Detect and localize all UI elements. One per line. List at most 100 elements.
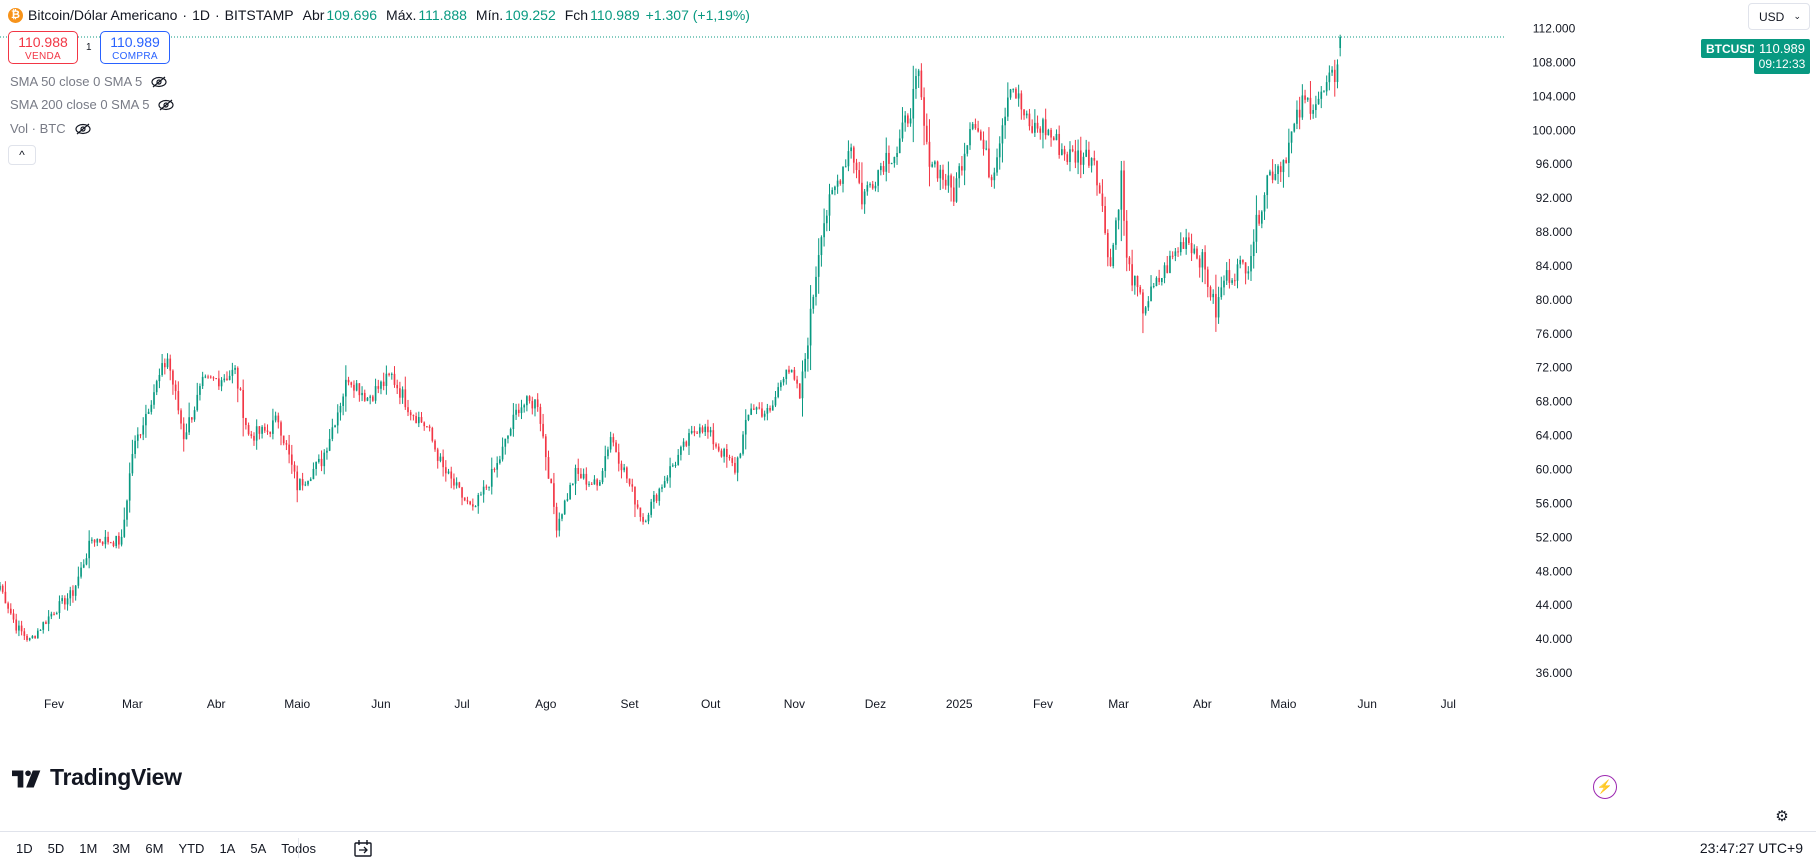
- candle-body: [1101, 193, 1104, 206]
- candle-body: [215, 378, 217, 380]
- lightning-button[interactable]: ⚡: [1593, 775, 1617, 799]
- candle-body: [331, 427, 334, 439]
- range-3m-button[interactable]: 3M: [112, 841, 131, 856]
- candle-body: [1023, 109, 1025, 116]
- date-range-icon[interactable]: [352, 839, 374, 859]
- time-axis[interactable]: Fev Mar Abr Maio Jun Jul Ago Set Out Nov Dez 2025 Fe…: [44, 697, 1456, 711]
- time-tick-label: Abr: [1193, 697, 1212, 711]
- candle-body: [693, 430, 696, 433]
- eye-hidden-icon[interactable]: [150, 76, 168, 88]
- candle-body: [769, 407, 771, 411]
- candle-body: [1188, 237, 1190, 243]
- sell-button[interactable]: 110.988 VENDA: [8, 31, 78, 64]
- candle-body: [1201, 252, 1204, 268]
- candle-body: [72, 590, 74, 596]
- candle-body: [788, 369, 790, 373]
- candle-body: [1301, 95, 1304, 118]
- candle-body: [593, 479, 596, 485]
- spread-value: 1: [86, 42, 92, 53]
- range-1y-button[interactable]: 1A: [219, 841, 236, 856]
- axis-settings-button[interactable]: ⚙: [1771, 806, 1793, 828]
- clock-timezone[interactable]: 23:47:27 UTC+9: [1699, 840, 1803, 856]
- candle-body: [1093, 158, 1096, 161]
- candle-body: [109, 542, 112, 544]
- candle-body: [1171, 255, 1174, 257]
- buy-button[interactable]: 110.989 COMPRA: [100, 31, 170, 64]
- currency-select[interactable]: USD ⌄: [1748, 3, 1810, 30]
- collapse-legend-button[interactable]: ^: [8, 145, 36, 165]
- candle-body: [882, 166, 885, 172]
- eye-hidden-icon[interactable]: [157, 99, 175, 111]
- candle-body: [1198, 258, 1201, 268]
- candle-body: [604, 456, 607, 471]
- candle-body: [58, 601, 61, 614]
- candle-body: [320, 458, 323, 467]
- candle-body: [569, 484, 571, 500]
- candle-body: [1047, 129, 1050, 136]
- last-price-tag: 110.989 09:12:33: [1754, 39, 1810, 74]
- candle-body: [1063, 149, 1066, 155]
- range-1d-button[interactable]: 1D: [16, 841, 33, 856]
- candle-body: [1339, 37, 1342, 49]
- candle-body: [861, 182, 863, 205]
- candle-body: [517, 409, 520, 414]
- candle-body: [509, 429, 512, 436]
- range-1m-button[interactable]: 1M: [79, 841, 98, 856]
- candle-body: [893, 157, 896, 164]
- low-label: Mín.: [475, 7, 504, 23]
- candle-body: [717, 446, 720, 451]
- candle-body: [1166, 265, 1169, 273]
- candle-body: [85, 558, 88, 565]
- candle-body: [490, 468, 493, 487]
- indicator-volume[interactable]: Vol · BTC: [10, 121, 92, 136]
- range-6m-button[interactable]: 6M: [145, 841, 164, 856]
- eye-hidden-icon[interactable]: [74, 123, 92, 135]
- candle-body: [755, 407, 758, 410]
- candle-body: [1312, 110, 1314, 114]
- candle-body: [336, 412, 339, 426]
- candle-body: [542, 423, 544, 437]
- time-tick-label: Mar: [122, 697, 143, 711]
- candle-body: [642, 516, 644, 522]
- candle-body: [128, 473, 131, 501]
- range-5d-button[interactable]: 5D: [47, 841, 65, 856]
- candle-body: [501, 446, 504, 460]
- buy-price: 110.989: [110, 34, 160, 50]
- candle-body: [172, 370, 174, 385]
- candle-body: [299, 479, 301, 491]
- candle-body: [834, 186, 836, 191]
- candle-body: [431, 427, 434, 441]
- indicator-sma50[interactable]: SMA 50 close 0 SMA 5: [10, 74, 168, 89]
- price-tick-label: 60.000: [1536, 462, 1573, 476]
- price-tick-label: 76.000: [1536, 327, 1573, 341]
- candle-body: [1215, 293, 1217, 318]
- candle-body: [1288, 142, 1290, 163]
- interval-label[interactable]: 1D: [192, 7, 210, 23]
- range-ytd-button[interactable]: YTD: [178, 841, 205, 856]
- candle-body: [107, 536, 109, 543]
- candle-body: [1012, 88, 1015, 90]
- range-5y-button[interactable]: 5A: [250, 841, 267, 856]
- toolbar-divider: [298, 838, 299, 858]
- candle-body: [925, 125, 928, 142]
- tradingview-logo[interactable]: TradingView: [12, 764, 182, 791]
- candle-body: [355, 383, 358, 391]
- separator-dot: ·: [182, 7, 188, 23]
- candle-body: [136, 434, 139, 441]
- candle-body: [1309, 97, 1312, 114]
- candle-body: [155, 381, 158, 393]
- indicator-sma200[interactable]: SMA 200 close 0 SMA 5: [10, 97, 175, 112]
- candle-body: [839, 180, 842, 184]
- price-axis[interactable]: 36.000 40.000 44.000 48.000 52.000 56.000 60.0…: [1504, 0, 1576, 831]
- indicator-label: Vol · BTC: [10, 121, 66, 136]
- close-value: 110.989: [590, 7, 640, 23]
- bar-countdown: 09:12:33: [1758, 57, 1806, 71]
- symbol-title[interactable]: Bitcoin/Dólar Americano: [28, 7, 178, 23]
- candle-body: [353, 384, 355, 391]
- candle-body: [345, 379, 347, 397]
- candle-body: [234, 367, 236, 370]
- candle-body: [1017, 93, 1020, 99]
- candle-body: [280, 422, 282, 436]
- candle-body: [709, 430, 712, 433]
